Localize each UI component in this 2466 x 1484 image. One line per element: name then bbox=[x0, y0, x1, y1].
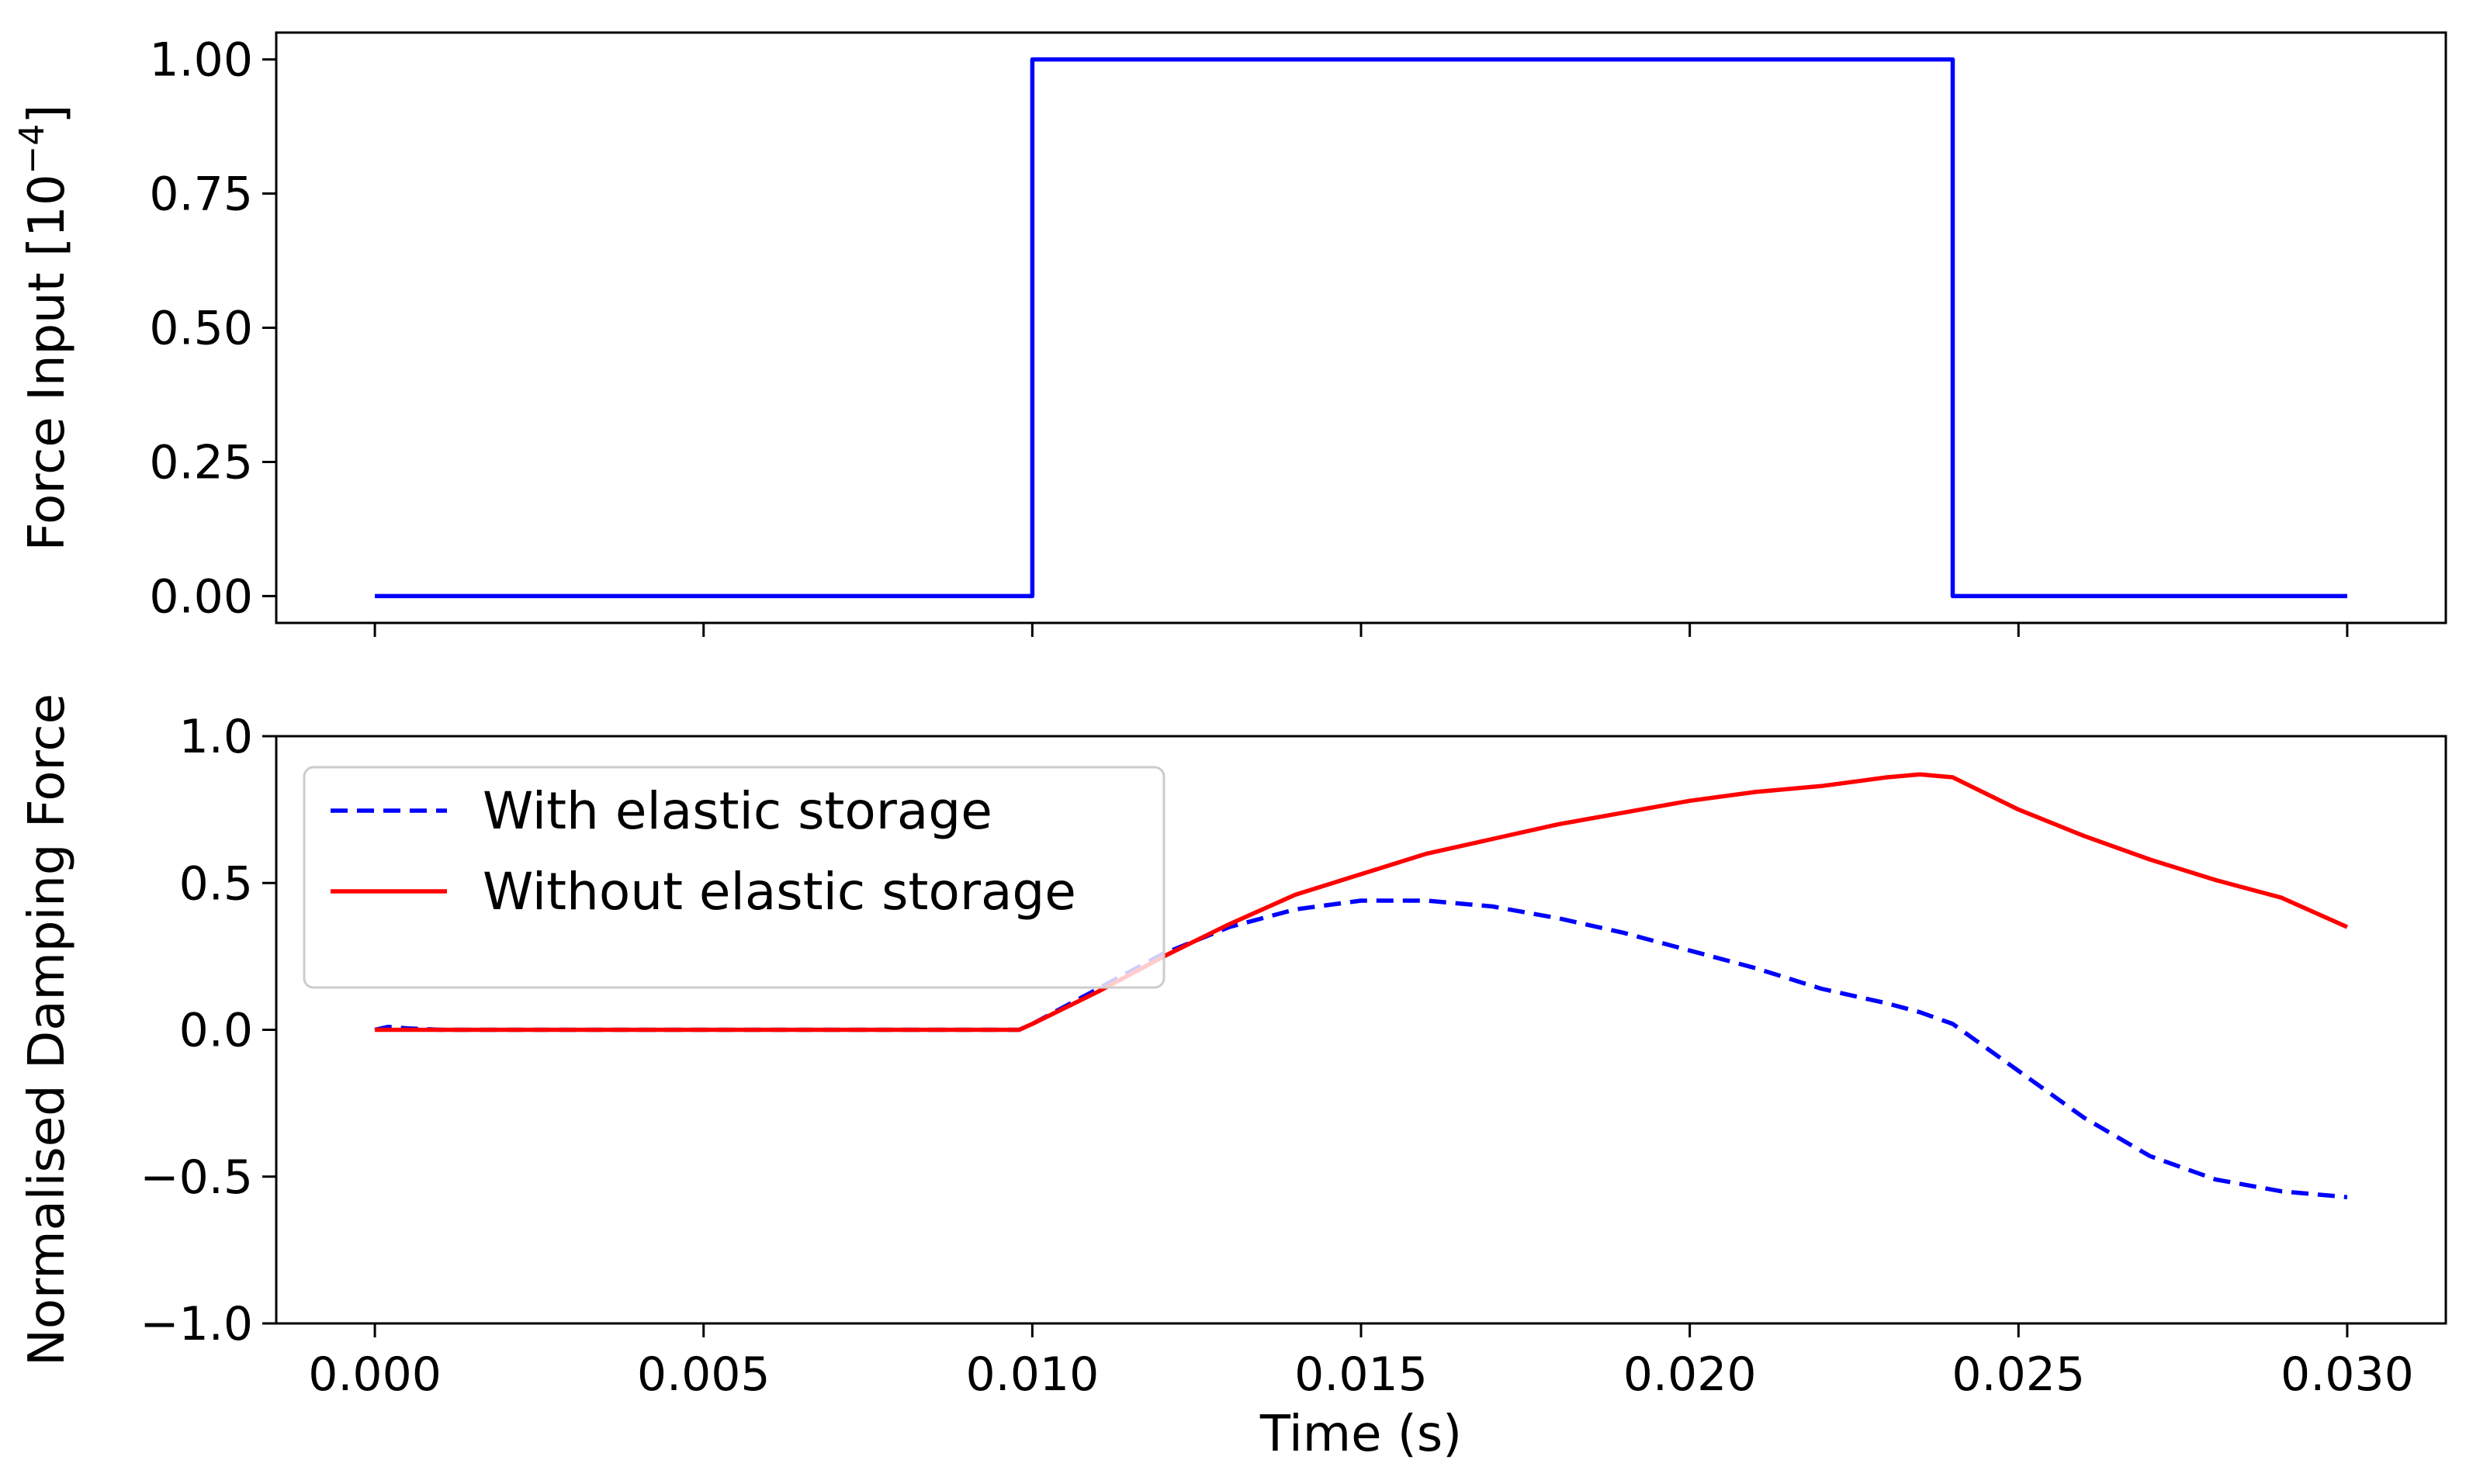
x-tick-label: 0.025 bbox=[1952, 1347, 2085, 1402]
series-line-without-elastic-storage bbox=[375, 772, 2349, 1033]
y-axis-label-exponent: −4 bbox=[12, 124, 52, 175]
x-tick-label: 0.010 bbox=[965, 1347, 1099, 1402]
x-tick-label: 0.015 bbox=[1294, 1347, 1428, 1402]
y-tick-label: 0.50 bbox=[149, 302, 253, 356]
axes-frame bbox=[275, 31, 2447, 624]
legend-label: Without elastic storage bbox=[483, 862, 1076, 922]
force-input-panel: 0.00 0.25 0.50 0.75 1.00 Force Input [10−4] bbox=[12, 31, 2447, 637]
x-tick-label: 0.005 bbox=[637, 1347, 771, 1402]
y-tick-label: −1.0 bbox=[140, 1297, 253, 1351]
y-axis-label-suffix: ] bbox=[19, 105, 76, 124]
legend-box bbox=[303, 766, 1165, 989]
y-axis-label: Normalised Damping Force bbox=[19, 694, 76, 1366]
y-tick-label: 0.25 bbox=[149, 435, 253, 489]
damping-force-panel: 0.000 0.005 0.010 0.015 0.020 0.025 0.030 −1.0 −… bbox=[19, 694, 2447, 1463]
legend-label: With elastic storage bbox=[483, 781, 992, 841]
x-tick-label: 0.030 bbox=[2281, 1347, 2414, 1402]
series-line-0 bbox=[375, 57, 2347, 599]
y-tick-label: 0.00 bbox=[149, 569, 253, 624]
x-axis-label: Time (s) bbox=[1259, 1406, 1462, 1463]
y-tick-label: 0.75 bbox=[149, 168, 253, 222]
y-tick-label: 1.00 bbox=[149, 33, 253, 88]
x-tick-label: 0.020 bbox=[1623, 1347, 1757, 1402]
y-tick-label: 0.0 bbox=[179, 1004, 253, 1058]
y-tick-label: 1.0 bbox=[179, 710, 253, 764]
y-tick-label: 0.5 bbox=[179, 856, 253, 911]
x-tick-label: 0.000 bbox=[308, 1347, 442, 1402]
y-tick-label: −0.5 bbox=[140, 1150, 253, 1205]
y-axis-label: Force Input [10−4] bbox=[12, 105, 76, 552]
